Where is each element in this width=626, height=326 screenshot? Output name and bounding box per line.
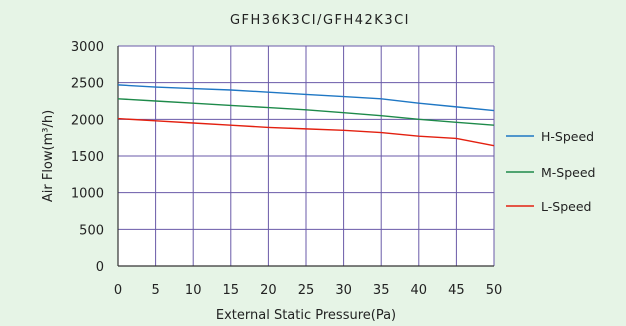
y-tick-label: 2500: [71, 77, 104, 92]
x-tick-label: 30: [335, 283, 352, 298]
x-axis-label: External Static Pressure(Pa): [216, 308, 396, 323]
series-line-h-speed: [117, 84, 495, 112]
y-tick-label: 1500: [71, 150, 104, 165]
legend-label-h-speed: H-Speed: [541, 129, 594, 144]
x-tick-label: 50: [486, 283, 503, 298]
y-tick-label: 2000: [71, 113, 104, 128]
x-tick-label: 5: [151, 283, 159, 298]
legend-label-m-speed: M-Speed: [541, 165, 595, 180]
x-tick-label: 35: [373, 283, 390, 298]
y-axis-label: Air Flow(m³/h): [41, 110, 56, 202]
x-tick-label: 25: [298, 283, 315, 298]
x-tick-label: 10: [185, 283, 202, 298]
x-tick-label: 45: [448, 283, 465, 298]
series-line-m-speed: [117, 98, 495, 126]
x-tick-label: 40: [411, 283, 428, 298]
x-tick-label: 20: [260, 283, 277, 298]
y-tick-label: 0: [96, 260, 104, 275]
y-tick-label: 3000: [71, 40, 104, 55]
y-tick-label: 500: [79, 223, 104, 238]
x-tick-label: 0: [114, 283, 122, 298]
y-tick-label: 1000: [71, 187, 104, 202]
x-tick-label: 15: [223, 283, 240, 298]
series-line-l-speed: [117, 117, 495, 147]
chart-title: GFH36K3CI/GFH42K3CI: [230, 13, 410, 28]
legend-label-l-speed: L-Speed: [541, 199, 591, 214]
